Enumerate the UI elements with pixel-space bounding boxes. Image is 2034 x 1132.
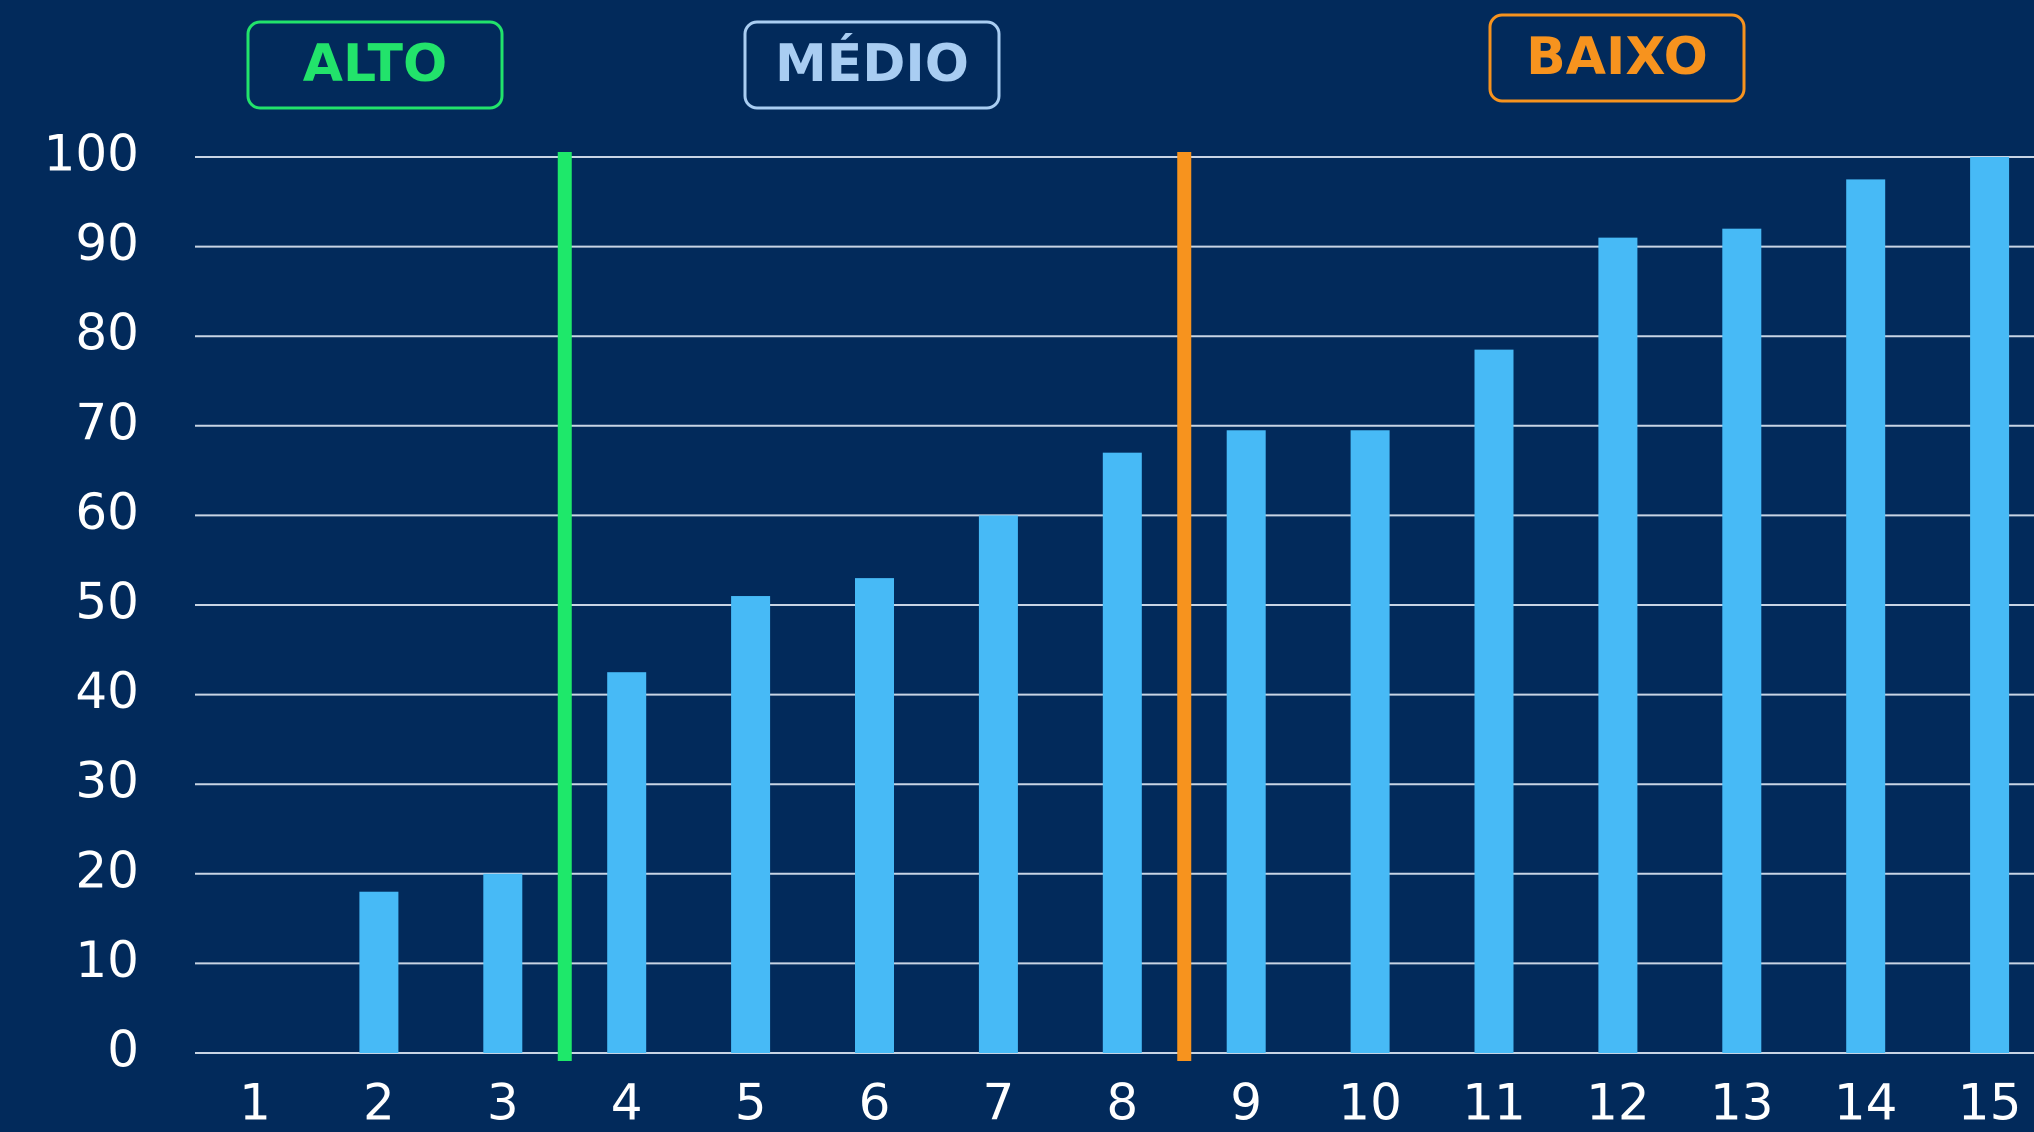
bar xyxy=(483,873,523,1053)
x-tick-label: 13 xyxy=(1710,1074,1774,1132)
bar xyxy=(1722,228,1762,1053)
bar xyxy=(1474,349,1514,1053)
y-tick-label: 30 xyxy=(75,752,139,810)
bar xyxy=(1846,179,1886,1053)
x-tick-label: 1 xyxy=(239,1074,271,1132)
y-tick-label: 90 xyxy=(75,214,139,272)
bar xyxy=(855,578,894,1053)
bar xyxy=(978,515,1018,1053)
y-tick-label: 80 xyxy=(75,304,139,362)
bar xyxy=(1598,237,1638,1053)
y-tick-label: 70 xyxy=(75,393,139,451)
bar xyxy=(1970,157,2010,1053)
x-tick-label: 15 xyxy=(1958,1074,2022,1132)
x-tick-label: 6 xyxy=(859,1074,891,1132)
x-tick-label: 4 xyxy=(611,1074,643,1132)
label-text: BAIXO xyxy=(1526,27,1708,87)
label-box xyxy=(743,20,1001,110)
x-tick-label: 11 xyxy=(1462,1074,1526,1132)
x-tick-label: 8 xyxy=(1106,1074,1138,1132)
x-tick-label: 9 xyxy=(1230,1074,1262,1132)
bar xyxy=(607,672,647,1053)
bar xyxy=(1350,430,1390,1053)
bar xyxy=(1102,452,1142,1053)
y-tick-label: 10 xyxy=(75,931,139,989)
x-tick-label: 14 xyxy=(1834,1074,1898,1132)
y-tick-label: 100 xyxy=(44,125,139,183)
x-tick-label: 7 xyxy=(982,1074,1014,1132)
y-tick-label: 0 xyxy=(107,1021,139,1079)
x-tick-label: 10 xyxy=(1338,1074,1402,1132)
x-tick-label: 2 xyxy=(363,1074,395,1132)
x-tick-label: 3 xyxy=(487,1074,519,1132)
bar xyxy=(731,596,771,1053)
label-text: MÉDIO xyxy=(775,33,969,94)
y-tick-label: 20 xyxy=(75,841,139,899)
x-tick-label: 5 xyxy=(735,1074,767,1132)
x-tick-label: 12 xyxy=(1586,1074,1650,1132)
bar xyxy=(359,891,399,1053)
y-tick-label: 40 xyxy=(75,662,139,720)
bar xyxy=(1226,430,1266,1053)
label-box xyxy=(1488,13,1746,103)
y-tick-label: 60 xyxy=(75,483,139,541)
y-tick-label: 50 xyxy=(75,573,139,631)
label-box xyxy=(246,20,504,110)
label-text: ALTO xyxy=(303,34,447,94)
